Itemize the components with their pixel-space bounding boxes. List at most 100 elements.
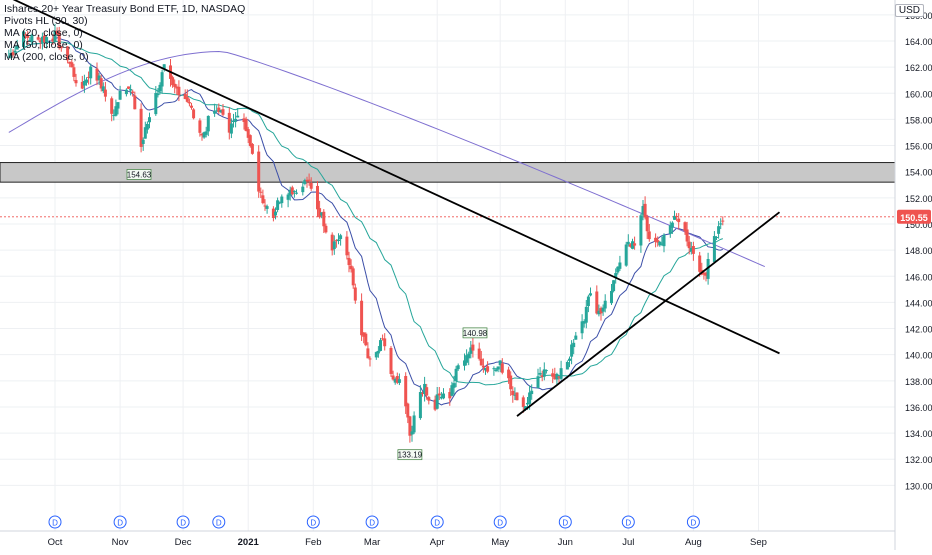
candle-body (82, 80, 86, 86)
dividend-icon-letter: D (562, 519, 568, 528)
time-tick-label: Feb (305, 537, 321, 548)
candle-body (712, 236, 716, 263)
candle-body (511, 390, 515, 396)
price-tick-label: 132.00 (905, 455, 932, 465)
candle-body (717, 226, 721, 234)
candle-body (59, 46, 63, 49)
candle-body (675, 216, 679, 218)
candle-body (337, 239, 340, 241)
candle-body (484, 367, 487, 371)
price-axis[interactable]: 168.00166.00164.00162.00160.00158.00156.… (894, 0, 932, 550)
candle-body (162, 64, 166, 70)
candle-body (538, 372, 542, 375)
candle-body (89, 66, 93, 79)
candle-body (523, 406, 527, 410)
candle-body (85, 79, 88, 83)
currency-unit-label[interactable]: USD (894, 4, 924, 17)
candle-body (143, 127, 147, 139)
pivot-label: 133.19 (398, 451, 423, 460)
candle-body (498, 360, 502, 366)
candle-body (471, 344, 475, 351)
pivot-label-box (126, 169, 152, 180)
dividend-icon (686, 515, 700, 529)
candle-body (183, 93, 187, 99)
candle-body (381, 338, 385, 340)
candle-body (347, 257, 351, 266)
candle-body (124, 89, 128, 95)
candle-body (406, 403, 410, 418)
candle-body (53, 30, 57, 42)
candle-body (595, 291, 599, 314)
dividend-icon (113, 515, 127, 529)
candle-body (112, 115, 116, 117)
candle-body (206, 115, 210, 132)
dividend-icon (212, 515, 226, 529)
candle-body (397, 379, 401, 383)
candle-body (683, 222, 687, 232)
price-tick-label: 150.00 (905, 220, 932, 230)
candle-body (408, 416, 412, 436)
candle-body (589, 293, 592, 296)
time-axis[interactable]: Oct Nov Dec 2021 Feb Mar Apr May Jun Jul Aug Sep (0, 530, 895, 548)
candle-body (698, 255, 702, 272)
candle-body (362, 332, 366, 337)
candle-body (257, 151, 261, 192)
candle-body (668, 225, 672, 234)
candle-body (173, 83, 177, 87)
price-tick-label: 138.00 (905, 377, 932, 387)
candle-body (612, 280, 616, 292)
chart-legend: Ishares 20+ Year Treasury Bond ETF, 1D, … (4, 3, 245, 63)
time-tick-label: Sep (750, 537, 767, 548)
candle-body (349, 265, 353, 270)
candle-body (555, 373, 559, 380)
candle-body (393, 379, 397, 383)
candle-body (227, 112, 231, 133)
legend-ma50: MA (50, close, 0) (4, 39, 83, 51)
candle-body (334, 240, 338, 242)
candle-body (631, 241, 634, 249)
candle-body (553, 374, 557, 380)
candle-body (9, 52, 13, 59)
price-tick-label: 146.00 (905, 272, 932, 282)
candle-body (221, 109, 225, 115)
candle-body (509, 375, 513, 390)
candle-body (318, 208, 322, 218)
candle-body (427, 397, 431, 401)
candle-body (131, 91, 135, 93)
candle-body (626, 241, 630, 245)
time-tick-label: May (491, 537, 509, 548)
candle-body (496, 366, 500, 370)
candle-body (500, 363, 504, 373)
dividend-icon (430, 515, 444, 529)
candle-body (250, 144, 254, 154)
candle-body (685, 229, 689, 242)
candlesticks (7, 23, 725, 443)
candle-body (274, 211, 277, 216)
candle-body (353, 287, 357, 301)
candle-body (290, 187, 294, 195)
candle-body (110, 98, 114, 114)
time-tick-label: Jun (558, 537, 573, 548)
candle-body (660, 243, 664, 245)
candle-body (469, 347, 473, 354)
candle-body (70, 62, 74, 68)
dividend-icon-letter: D (180, 519, 186, 528)
price-tick-label: 130.00 (905, 481, 932, 491)
candle-body (425, 387, 429, 396)
candle-body (479, 358, 483, 366)
candle-body (95, 68, 99, 81)
candle-body (244, 118, 248, 131)
candle-body (624, 244, 628, 266)
price-tick-label: 152.00 (905, 194, 932, 204)
candle-body (467, 353, 471, 359)
time-tick-label: Dec (175, 537, 192, 548)
candle-body (521, 397, 525, 407)
candle-body (316, 185, 319, 210)
dividend-icon-letter: D (310, 519, 316, 528)
candle-body (200, 133, 204, 136)
candle-body (234, 118, 238, 122)
candle-body (465, 355, 469, 363)
candle-body (280, 196, 284, 204)
